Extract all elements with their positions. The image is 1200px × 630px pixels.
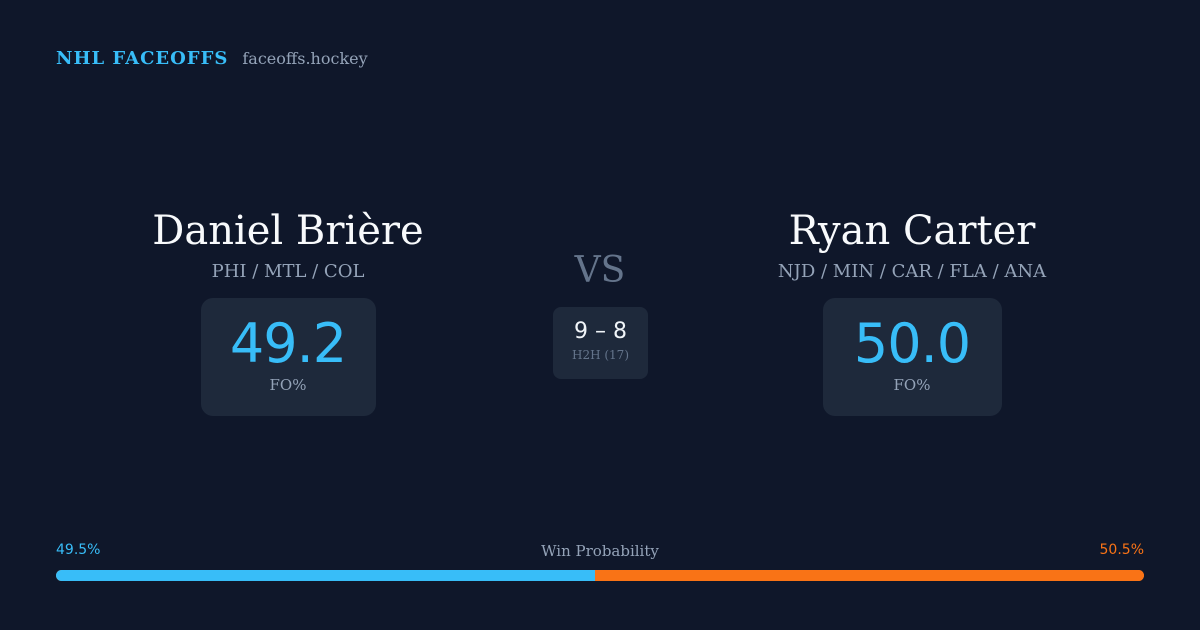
head-to-head-score: 9 – 8 [574,319,627,344]
player-right-teams: NJD / MIN / CAR / FLA / ANA [777,261,1047,282]
brand-header: NHL FACEOFFS faceoffs.hockey [56,48,368,69]
player-left-card: Daniel Brière PHI / MTL / COL 49.2 FO% [88,205,488,416]
player-right-card: Ryan Carter NJD / MIN / CAR / FLA / ANA … [712,205,1112,416]
versus-label: VS [574,250,626,291]
win-probability-right-value: 50.5% [1099,542,1144,558]
brand-title: NHL FACEOFFS [56,48,229,69]
brand-domain: faceoffs.hockey [242,49,368,68]
head-to-head-label: H2H (17) [571,348,629,362]
win-probability-left-value: 49.5% [56,542,101,558]
win-probability-title: Win Probability [541,542,659,560]
player-left-stat-box: 49.2 FO% [200,298,376,416]
player-left-fo-value: 49.2 [229,312,347,375]
player-left-teams: PHI / MTL / COL [211,261,365,282]
player-right-stat-box: 50.0 FO% [822,298,1002,416]
win-probability-fill-right [594,570,1144,581]
player-right-fo-value: 50.0 [853,312,971,375]
win-probability-fill-left [56,570,595,581]
player-right-name: Ryan Carter [788,208,1036,254]
player-left-name: Daniel Brière [152,208,424,254]
win-probability-bar [56,570,1144,581]
player-right-fo-label: FO% [893,376,931,394]
head-to-head-box: 9 – 8 H2H (17) [553,307,648,379]
win-probability-labels: 49.5% Win Probability 50.5% [56,542,1144,564]
player-left-fo-label: FO% [269,376,307,394]
